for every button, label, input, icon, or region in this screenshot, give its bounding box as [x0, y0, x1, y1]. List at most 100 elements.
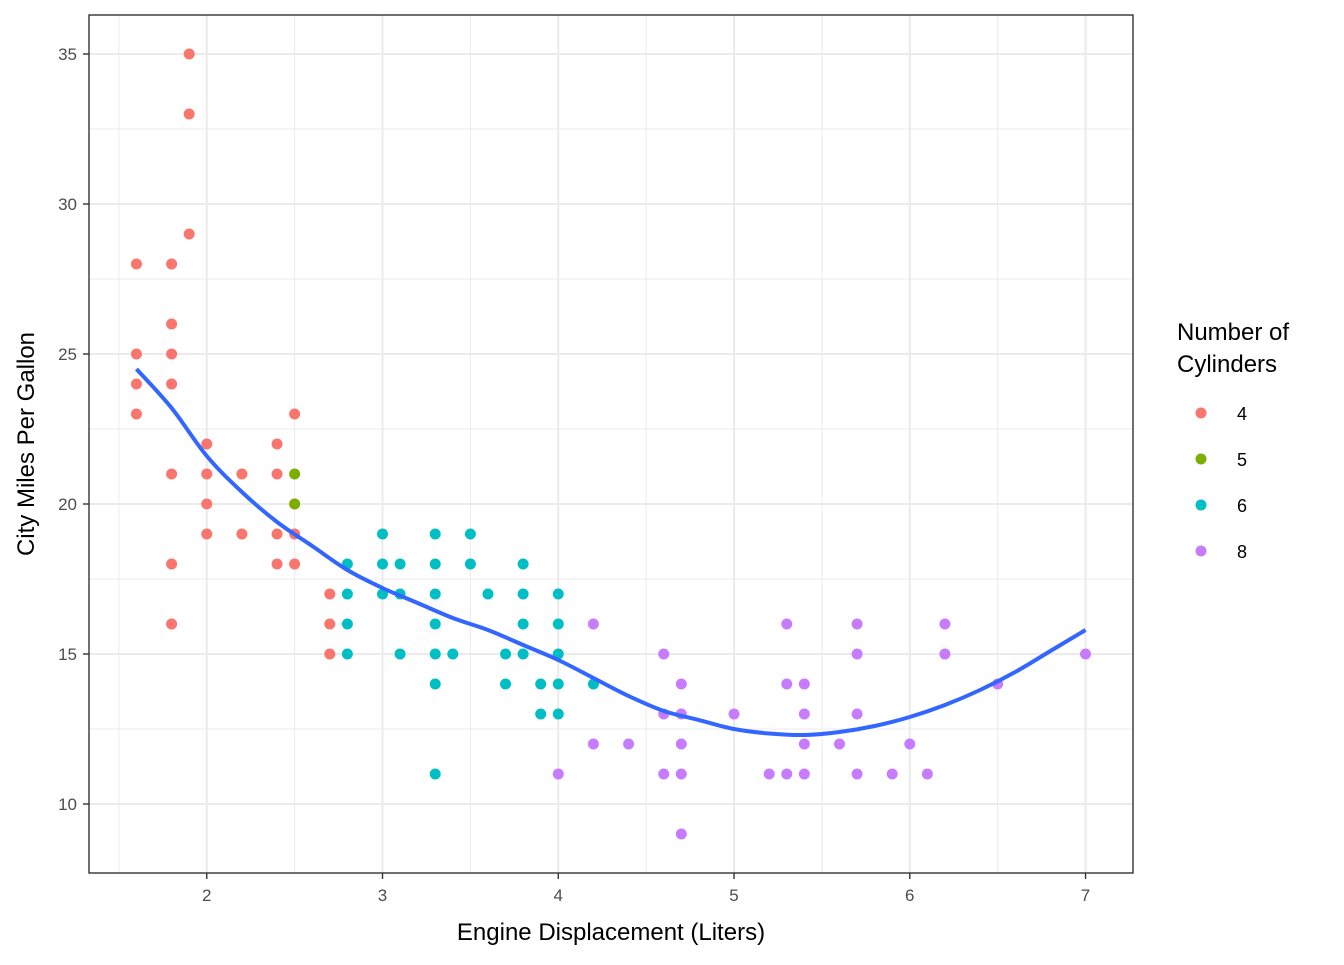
y-tick-label: 20 [58, 495, 77, 514]
data-point-cyl-6 [517, 588, 529, 600]
data-point-cyl-6 [535, 678, 547, 690]
data-point-cyl-6 [429, 648, 441, 660]
data-point-cyl-4 [130, 348, 142, 360]
data-point-cyl-8 [798, 678, 810, 690]
data-point-cyl-6 [429, 768, 441, 780]
data-point-cyl-4 [324, 648, 336, 660]
data-point-cyl-4 [201, 468, 213, 480]
y-tick-label: 15 [58, 645, 77, 664]
data-point-cyl-8 [798, 708, 810, 720]
data-point-cyl-6 [341, 648, 353, 660]
data-point-cyl-8 [675, 768, 687, 780]
data-point-cyl-6 [429, 588, 441, 600]
data-point-cyl-6 [394, 648, 406, 660]
data-point-cyl-8 [851, 648, 863, 660]
data-point-cyl-6 [341, 618, 353, 630]
data-point-cyl-6 [429, 558, 441, 570]
data-point-cyl-4 [289, 408, 301, 420]
legend-key-4 [1195, 407, 1207, 419]
data-point-cyl-4 [166, 558, 178, 570]
data-point-cyl-4 [271, 558, 283, 570]
x-tick-label: 2 [202, 886, 211, 905]
data-point-cyl-6 [552, 678, 564, 690]
data-point-cyl-4 [271, 468, 283, 480]
y-tick-label: 30 [58, 195, 77, 214]
y-tick-label: 10 [58, 795, 77, 814]
data-point-cyl-8 [1080, 648, 1092, 660]
data-point-cyl-6 [377, 558, 389, 570]
x-tick-label: 4 [554, 886, 563, 905]
data-point-cyl-6 [517, 648, 529, 660]
data-point-cyl-8 [587, 618, 599, 630]
y-axis: 10 15 20 25 30 35 [58, 45, 89, 814]
y-tick-label: 25 [58, 345, 77, 364]
data-point-cyl-6 [552, 588, 564, 600]
data-point-cyl-8 [886, 768, 898, 780]
data-point-cyl-4 [166, 318, 178, 330]
data-point-cyl-4 [201, 438, 213, 450]
data-point-cyl-4 [183, 48, 195, 60]
data-point-cyl-5 [289, 498, 301, 510]
legend-key-8 [1195, 545, 1207, 557]
legend-label-4: 4 [1237, 404, 1247, 424]
x-tick-label: 6 [905, 886, 914, 905]
data-point-cyl-6 [429, 618, 441, 630]
data-point-cyl-8 [623, 738, 635, 750]
legend-label-5: 5 [1237, 450, 1247, 470]
data-point-cyl-8 [798, 738, 810, 750]
data-point-cyl-4 [324, 588, 336, 600]
data-point-cyl-6 [341, 588, 353, 600]
legend-label-6: 6 [1237, 496, 1247, 516]
data-point-cyl-8 [921, 768, 933, 780]
data-point-cyl-4 [289, 558, 301, 570]
data-points [130, 48, 1092, 840]
legend-items: 4 5 6 8 [1195, 404, 1247, 562]
data-point-cyl-4 [236, 528, 248, 540]
legend-title-line1: Number of [1177, 319, 1289, 346]
data-point-cyl-6 [517, 558, 529, 570]
data-point-cyl-6 [464, 528, 476, 540]
data-point-cyl-6 [500, 648, 512, 660]
legend-key-5 [1195, 453, 1207, 465]
data-point-cyl-4 [130, 378, 142, 390]
data-point-cyl-8 [675, 678, 687, 690]
x-tick-label: 5 [729, 886, 738, 905]
data-point-cyl-8 [728, 708, 740, 720]
data-point-cyl-4 [183, 108, 195, 120]
data-point-cyl-8 [675, 738, 687, 750]
plot-panel-border [88, 14, 1134, 874]
data-point-cyl-4 [201, 498, 213, 510]
data-point-cyl-6 [464, 558, 476, 570]
data-point-cyl-6 [482, 588, 494, 600]
data-point-cyl-8 [675, 828, 687, 840]
data-point-cyl-6 [429, 678, 441, 690]
data-point-cyl-4 [166, 468, 178, 480]
data-point-cyl-8 [763, 768, 775, 780]
data-point-cyl-8 [658, 768, 670, 780]
data-point-cyl-6 [394, 558, 406, 570]
plot-panel-background [89, 15, 1133, 873]
data-point-cyl-6 [552, 708, 564, 720]
data-point-cyl-8 [851, 708, 863, 720]
data-point-cyl-4 [201, 528, 213, 540]
legend-title-line2: Cylinders [1177, 351, 1277, 378]
data-point-cyl-4 [183, 228, 195, 240]
data-point-cyl-6 [552, 618, 564, 630]
data-point-cyl-6 [429, 528, 441, 540]
data-point-cyl-8 [781, 618, 793, 630]
x-tick-label: 7 [1081, 886, 1090, 905]
legend-key-6 [1195, 499, 1207, 511]
grid-minor [89, 15, 1133, 873]
data-point-cyl-4 [130, 258, 142, 270]
grid-major [89, 15, 1133, 873]
data-point-cyl-6 [517, 618, 529, 630]
data-point-cyl-4 [166, 258, 178, 270]
data-point-cyl-4 [236, 468, 248, 480]
data-point-cyl-8 [781, 678, 793, 690]
legend: Number of Cylinders 4 5 6 8 [1177, 319, 1289, 562]
data-point-cyl-4 [324, 618, 336, 630]
data-point-cyl-8 [587, 738, 599, 750]
x-axis-title: Engine Displacement (Liters) [457, 919, 765, 946]
